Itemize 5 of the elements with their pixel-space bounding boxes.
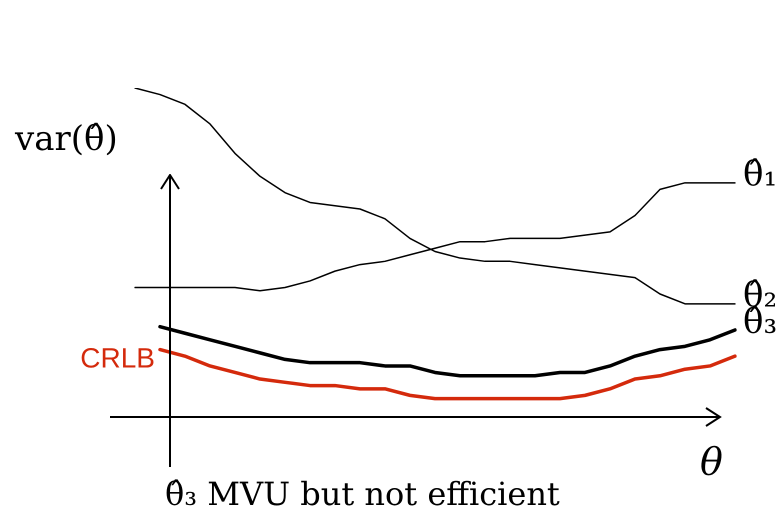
series-label: CRLB xyxy=(80,342,155,374)
y-axis-title: var(θ̂) xyxy=(14,119,118,159)
x-axis-title: θ xyxy=(700,440,723,484)
series-label: θ̂₁ xyxy=(743,154,778,195)
text: θ̂₃ MVU but not efficient xyxy=(165,475,560,513)
